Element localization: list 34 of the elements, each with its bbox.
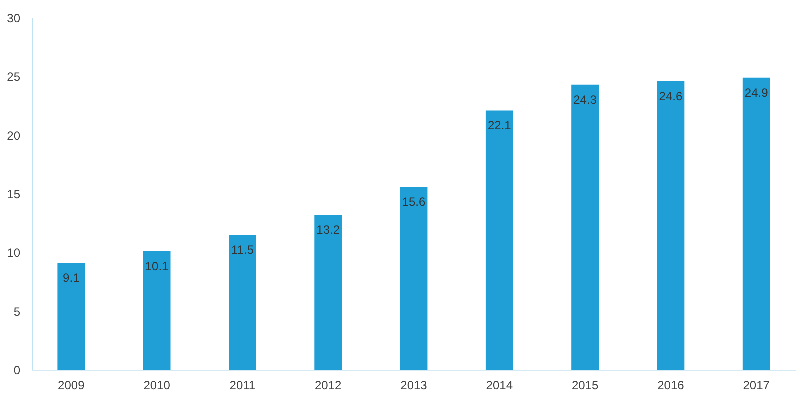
- data-label: 15.6: [402, 194, 426, 209]
- bar: [314, 215, 342, 370]
- x-tick-label: 2017: [743, 378, 770, 392]
- bar: [228, 235, 256, 370]
- data-label: 24.6: [659, 89, 683, 104]
- bar: [572, 84, 600, 370]
- x-tick-label: 2009: [58, 378, 86, 392]
- data-label: 22.1: [488, 118, 512, 133]
- data-label: 24.9: [744, 86, 769, 100]
- x-tick-label: 2016: [658, 378, 685, 392]
- bar: [486, 110, 514, 370]
- y-tick-label: 10: [7, 246, 21, 260]
- data-label: 9.1: [63, 271, 80, 286]
- x-tick-label: 2015: [572, 378, 599, 392]
- x-tick-label: 2011: [230, 378, 256, 392]
- x-tick-label: 2012: [315, 378, 342, 392]
- y-tick-label: 15: [7, 188, 21, 202]
- y-tick-label: 30: [7, 12, 21, 26]
- x-tick-label: 2010: [144, 378, 171, 392]
- bar: [400, 186, 428, 370]
- data-label: 13.2: [316, 223, 340, 238]
- bar: [657, 81, 685, 370]
- x-tick-label: 2014: [486, 378, 514, 392]
- x-tick-label: 2013: [400, 378, 428, 392]
- bar: [742, 78, 770, 370]
- data-label: 11.5: [231, 243, 254, 258]
- y-tick-label: 5: [14, 304, 21, 319]
- y-tick-label: 20: [7, 128, 21, 143]
- y-tick-label: 0: [14, 364, 21, 378]
- bar: [58, 263, 86, 370]
- y-tick-label: 25: [7, 70, 21, 84]
- bar: [143, 251, 171, 370]
- data-label: 10.1: [145, 259, 170, 274]
- data-label: 24.3: [574, 92, 598, 107]
